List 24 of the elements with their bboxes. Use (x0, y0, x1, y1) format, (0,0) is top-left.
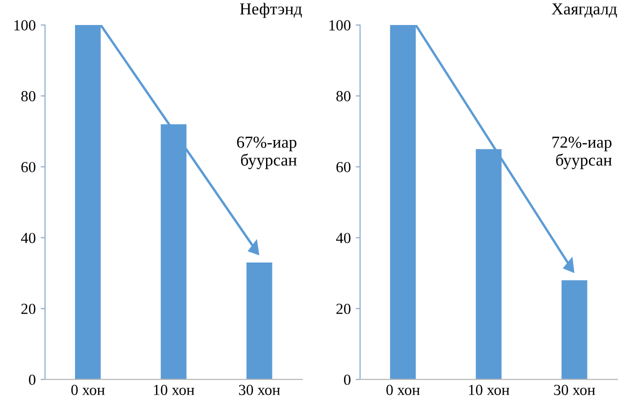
y-tick-label: 40 (336, 232, 350, 244)
annotation: 67%-иар буурсан (237, 136, 297, 170)
y-tick-label: 100 (14, 20, 36, 30)
bar (562, 280, 588, 380)
y-tick-label: 80 (21, 91, 36, 102)
x-tick-label: 30 хон (554, 384, 596, 396)
x-tick-label: 0 хон (71, 384, 105, 396)
x-tick-label: 10 хон (154, 384, 194, 396)
y-tick-label: 60 (336, 162, 350, 172)
y-tick-label: 0 (28, 374, 36, 385)
chart-title: Нефтэнд (240, 2, 302, 18)
y-tick-label: 20 (21, 304, 36, 314)
x-tick-label: 0 хон (386, 384, 420, 396)
annotation: 72%-иар буурсан (552, 136, 612, 170)
bar (246, 262, 272, 380)
y-tick-label: 20 (336, 304, 350, 314)
y-tick-label: 60 (21, 162, 36, 172)
y-tick-label: 80 (336, 91, 350, 102)
x-tick-label: 30 хон (239, 384, 280, 396)
y-tick-label: 0 (344, 374, 350, 385)
y-tick-label: 40 (21, 232, 36, 244)
chart-title: Хаягдалд (552, 3, 617, 18)
y-tick-label: 100 (329, 20, 350, 30)
x-tick-label: 10 хон (469, 384, 510, 396)
